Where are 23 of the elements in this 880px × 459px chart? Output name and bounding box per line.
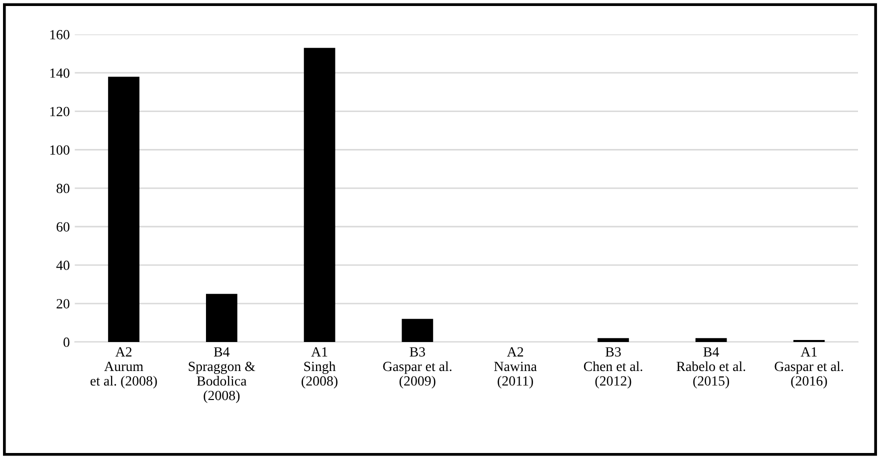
y-tick-label: 60 bbox=[56, 222, 70, 232]
y-tick-label: 120 bbox=[50, 106, 70, 116]
x-tick-label: A2 Nawina (2011) bbox=[494, 347, 537, 388]
x-tick-label: B4 Spraggon & Bodolica (2008) bbox=[188, 347, 256, 404]
x-tick-label: B3 Chen et al. (2012) bbox=[584, 347, 642, 388]
bar bbox=[598, 338, 629, 342]
y-tick-label: 40 bbox=[56, 260, 70, 270]
y-tick-label: 140 bbox=[50, 68, 70, 78]
y-tick-label: 80 bbox=[56, 184, 70, 194]
x-tick-label: A1 Singh (2008) bbox=[302, 347, 338, 388]
y-tick-label: 20 bbox=[56, 299, 70, 308]
bar bbox=[695, 338, 727, 342]
bar bbox=[402, 318, 434, 342]
y-tick-label: 0 bbox=[64, 338, 70, 347]
bar bbox=[108, 76, 140, 342]
y-tick-label: 100 bbox=[50, 145, 70, 155]
x-tick-label: A2 Aurum et al. (2008) bbox=[90, 347, 157, 388]
x-tick-label: B3 Gaspar et al. (2009) bbox=[383, 347, 452, 388]
y-tick-label: 160 bbox=[50, 30, 70, 40]
bar bbox=[206, 294, 238, 342]
bar bbox=[304, 48, 336, 342]
x-tick-label: B4 Rabelo et al. (2015) bbox=[676, 347, 746, 388]
x-tick-label: A1 Gaspar et al. (2016) bbox=[774, 347, 844, 388]
